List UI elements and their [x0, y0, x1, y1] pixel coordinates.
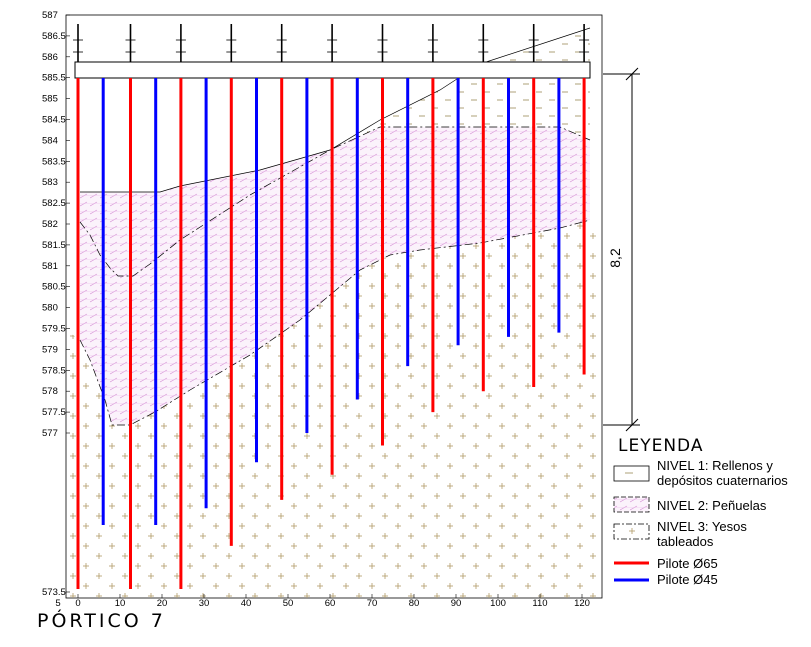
x-tick-label: 120 [574, 598, 590, 609]
x-tick-label: 60 [325, 598, 336, 609]
y-tick-label: 577.5 [42, 407, 66, 418]
nivel2-nivel3-boundary [79, 219, 591, 426]
x-tick-label: 5 [55, 598, 60, 609]
y-tick-label: 585.5 [42, 73, 66, 84]
nivel-3-layer [66, 218, 602, 598]
legend-nivel2: NIVEL 2: Peñuelas [657, 498, 767, 513]
column-marker [73, 24, 83, 62]
nivel-2-swatch [613, 496, 650, 513]
column-marker [377, 24, 388, 62]
section-title: PÓRTICO 7 [37, 608, 166, 632]
y-tick-label: 580 [42, 303, 58, 314]
nivel-3-swatch [613, 523, 650, 540]
column-marker [427, 24, 438, 62]
column-marker [579, 24, 590, 62]
x-tick-label: 40 [241, 598, 252, 609]
x-tick-label: 0 [75, 598, 80, 609]
x-tick-label: 80 [409, 598, 420, 609]
piles-group [73, 24, 590, 589]
x-tick-label: 110 [532, 598, 547, 609]
x-tick-label: 100 [490, 598, 506, 609]
column-marker [125, 24, 136, 62]
y-axis: 587 586.5 586 585.5 585 584.5 584 583.5 583 582.5… [42, 10, 70, 598]
x-tick-label: 70 [367, 598, 378, 609]
y-tick-label: 580.5 [42, 282, 66, 293]
y-tick-label: 582 [42, 219, 58, 230]
dimension-annotation [603, 67, 640, 432]
cap-beam [74, 61, 591, 79]
column-marker [226, 24, 237, 62]
x-tick-label: 10 [115, 598, 126, 609]
y-tick-label: 586 [42, 52, 58, 63]
y-tick-label: 578 [42, 386, 58, 397]
y-tick-label: 583.5 [42, 156, 66, 167]
x-tick-label: 90 [451, 598, 462, 609]
x-tick-label: 20 [157, 598, 168, 609]
column-marker [478, 24, 489, 62]
y-tick-label: 581.5 [42, 240, 66, 251]
nivel1-nivel2-boundary [79, 126, 591, 277]
y-tick-label: 581 [42, 261, 58, 272]
legend: LEYENDA NIVEL 1: Rellenos y depósitos cu… [613, 436, 788, 587]
x-tick-label: 50 [283, 598, 294, 609]
nivel-1-swatch [613, 465, 650, 482]
y-tick-label: 583 [42, 177, 58, 188]
legend-nivel1-line1: NIVEL 1: Rellenos y [657, 458, 773, 473]
legend-pile65: Pilote Ø65 [657, 556, 718, 571]
y-tick-label: 578.5 [42, 365, 66, 376]
boundaries [79, 27, 591, 426]
y-tick-label: 584 [42, 135, 58, 146]
ground-surface-line [479, 27, 591, 65]
top-nivel2-line [80, 63, 481, 193]
y-tick-label: 579 [42, 344, 58, 355]
y-tick-label: 587 [42, 10, 58, 21]
legend-nivel1-line2: depósitos cuaternarios [657, 473, 788, 488]
dimension-label: 8,2 [607, 248, 623, 268]
legend-title: LEYENDA [618, 436, 703, 456]
y-tick-label: 586.5 [42, 31, 66, 42]
y-tick-label: 577 [42, 428, 58, 439]
column-marker [528, 24, 539, 62]
y-tick-label: 579.5 [42, 324, 66, 335]
soil-layers [66, 28, 602, 598]
column-marker [276, 24, 287, 62]
y-tick-label: 585 [42, 94, 58, 105]
legend-nivel3-line1: NIVEL 3: Yesos [657, 519, 747, 534]
y-tick-label: 584.5 [42, 115, 66, 126]
legend-pile45: Pilote Ø45 [657, 572, 718, 587]
x-axis: 5 0 10 20 30 40 50 60 70 80 90 100 110 120 [55, 594, 590, 609]
y-tick-label: 582.5 [42, 198, 66, 209]
x-tick-label: 30 [199, 598, 210, 609]
column-marker [327, 24, 338, 62]
y-tick-label: 573.5 [42, 587, 66, 598]
column-marker [175, 24, 186, 62]
legend-nivel3-line2: tableados [657, 534, 714, 549]
